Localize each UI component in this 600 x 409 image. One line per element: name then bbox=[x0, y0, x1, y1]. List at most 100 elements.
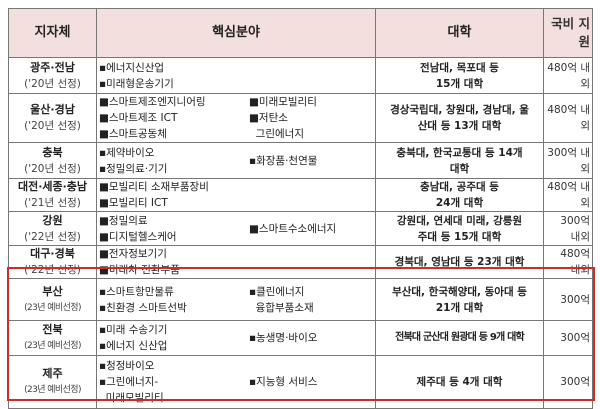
region-name: 강원 bbox=[42, 213, 63, 227]
university-cell: 제주대 등 4개 대학 bbox=[375, 355, 544, 409]
university-line: 경북대, 영남대 등 23개 대학 bbox=[394, 256, 525, 268]
table-row: 울산·경남 ('20년 선정) ■스마트제조엔지니어링 ■스마트제조 ICT ■스마트… bbox=[8, 93, 593, 143]
funding-line: 외 bbox=[580, 162, 590, 175]
core-field-item: ■미래모빌리티 bbox=[249, 96, 317, 108]
core-field-item: ■스마트공동체 bbox=[99, 128, 167, 140]
funding-line: 480억 내 bbox=[547, 104, 590, 116]
core-field-item: ▪지능형 서비스 bbox=[249, 376, 318, 388]
core-field-item: ▪스마트항만물류 bbox=[99, 285, 174, 298]
funding-line: 외 bbox=[580, 120, 590, 132]
core-fields-cell: ■정밀의료 ■디지털헬스케어 ■스마트수소에너지 bbox=[96, 211, 376, 246]
university-cell: 경북대, 영남대 등 23개 대학 bbox=[375, 245, 544, 279]
university-line: 대학 bbox=[449, 162, 470, 175]
table-row: 충북 ('20년 선정) ▪제약바이오 ▪정밀의료·기기 ▪화장품·천연물 충북대, … bbox=[8, 142, 593, 179]
core-field-item: ■미래차 전환부품 bbox=[99, 264, 180, 276]
core-field-item: ▪에너지신산업 bbox=[99, 61, 165, 74]
core-fields-cell: ■스마트제조엔지니어링 ■스마트제조 ICT ■스마트공동체 ■미래모빌리티 ■저탄소 … bbox=[96, 93, 376, 143]
university-line: 주대 등 15개 대학 bbox=[417, 230, 502, 243]
region-name: 대구·경북 bbox=[30, 247, 75, 260]
region-name: 충북 bbox=[42, 145, 63, 159]
core-fields-cell: ▪미래 수송기기 ▪에너지 신산업 ▪농생명·바이오 bbox=[96, 320, 376, 356]
university-line: 전북대 군산대 원광대 등 9개 대학 bbox=[395, 332, 525, 343]
region-cell: 부산 (23년 예비선정) bbox=[8, 278, 97, 321]
selection-year: (23년 예비선정) bbox=[24, 385, 81, 395]
funding-cell: 300억 bbox=[543, 355, 593, 409]
region-cell: 울산·경남 ('20년 선정) bbox=[8, 93, 97, 143]
university-cell: 부산대, 한국해양대, 동아대 등 21개 대학 bbox=[375, 278, 544, 321]
funding-line: 300억 bbox=[560, 376, 590, 388]
university-line: 15개 대학 bbox=[435, 77, 484, 90]
core-field-item: ■스마트제조 ICT bbox=[99, 112, 178, 124]
core-field-item: ■디지털헬스케어 bbox=[99, 230, 177, 243]
funding-cell: 300억 내외 bbox=[543, 211, 593, 246]
core-field-item: ■정밀의료 bbox=[99, 214, 148, 227]
region-name: 광주·전남 bbox=[30, 60, 75, 74]
funding-cell: 300억 bbox=[543, 320, 593, 356]
selection-year: ('22년 선정) bbox=[24, 230, 81, 243]
core-field-item: ▪친환경 스마트선박 bbox=[99, 301, 187, 314]
core-field-item: ■저탄소 bbox=[249, 112, 288, 124]
core-field-item: ■스마트수소에너지 bbox=[249, 222, 337, 235]
header-core: 핵심분야 bbox=[96, 8, 376, 58]
core-field-item: ▪그린에너지- bbox=[99, 376, 159, 388]
core-field-item: ■전자정보기기 bbox=[99, 248, 167, 260]
university-line: 24개 대학 bbox=[435, 197, 484, 209]
region-cell: 광주·전남 ('20년 선정) bbox=[8, 57, 97, 94]
table-row: 전북 (23년 예비선정) ▪미래 수송기기 ▪에너지 신산업 ▪농생명·바이오 전북… bbox=[8, 320, 593, 356]
core-fields-cell: ▪에너지신산업 ▪미래형운송기기 bbox=[96, 57, 376, 94]
core-field-item: ▪에너지 신산업 bbox=[99, 340, 168, 352]
selection-year: (23년 예비선정) bbox=[24, 341, 81, 351]
funding-line: 480억 내 bbox=[547, 181, 590, 193]
university-line: 강원대, 연세대 미래, 강릉원 bbox=[396, 214, 523, 227]
region-cell: 대구·경북 ('22년 선정) bbox=[8, 245, 97, 279]
funding-line: 외 bbox=[580, 197, 590, 209]
region-cell: 강원 ('22년 선정) bbox=[8, 211, 97, 246]
region-cell: 제주 (23년 예비선정) bbox=[8, 355, 97, 409]
core-field-item: 그린에너지 bbox=[249, 128, 304, 140]
table-row: 대구·경북 ('22년 선정) ■전자정보기기 ■미래차 전환부품 경북대, 영남대… bbox=[8, 245, 593, 279]
region-cell: 대전·세종·충남 ('21년 선정) bbox=[8, 178, 97, 212]
university-line: 21개 대학 bbox=[435, 301, 484, 314]
funding-cell: 300억 bbox=[543, 278, 593, 321]
university-line: 경상국립대, 창원대, 경남대, 울 bbox=[390, 104, 529, 116]
university-line: 산대 등 13개 대학 bbox=[417, 120, 502, 132]
core-fields-cell: ▪청정바이오 ▪그린에너지- 미래모빌리티 ▪지능형 서비스 bbox=[96, 355, 376, 409]
selection-year: (23년 예비선정) bbox=[24, 302, 81, 313]
region-name: 전북 bbox=[42, 323, 63, 336]
core-field-item: ▪제약바이오 bbox=[99, 146, 155, 159]
funding-line: 300억 bbox=[560, 293, 590, 306]
core-field-item: ▪화장품·천연물 bbox=[249, 154, 318, 167]
university-line: 부산대, 한국해양대, 동아대 등 bbox=[392, 285, 527, 298]
funding-line: 300억 bbox=[560, 332, 590, 344]
funding-line: 300억 bbox=[560, 214, 590, 227]
selection-year: ('22년 선정) bbox=[24, 264, 81, 276]
region-name: 제주 bbox=[42, 367, 63, 380]
funding-line: 내외 bbox=[570, 264, 590, 276]
core-field-item: ▪미래 수송기기 bbox=[99, 324, 168, 336]
core-field-item: ▪클린에너지 bbox=[249, 285, 305, 298]
selection-year: ('20년 선정) bbox=[24, 162, 81, 175]
table-row: 대전·세종·충남 ('21년 선정) ■모빌리티 소재부품장비 ■모빌리티 ICT … bbox=[8, 178, 593, 212]
region-cell: 충북 ('20년 선정) bbox=[8, 142, 97, 179]
core-field-item: ■모빌리티 ICT bbox=[99, 197, 168, 209]
table-row: 부산 (23년 예비선정) ▪스마트항만물류 ▪친환경 스마트선박 ▪클린에너지 융합… bbox=[8, 278, 593, 321]
core-field-item: 융합부품소재 bbox=[249, 301, 314, 314]
header-funding-line: 국비 지 bbox=[551, 16, 590, 31]
core-fields-cell: ■전자정보기기 ■미래차 전환부품 bbox=[96, 245, 376, 279]
university-line: 전남대, 목포대 등 bbox=[420, 61, 499, 74]
core-fields-cell: ■모빌리티 소재부품장비 ■모빌리티 ICT bbox=[96, 178, 376, 212]
funding-line: 외 bbox=[580, 77, 590, 90]
university-line: 충남대, 공주대 등 bbox=[420, 181, 499, 193]
core-field-item: ▪청정바이오 bbox=[99, 360, 155, 372]
region-name: 부산 bbox=[42, 284, 63, 298]
core-field-item: ■모빌리티 소재부품장비 bbox=[99, 181, 209, 193]
core-field-item: ▪미래형운송기기 bbox=[99, 77, 174, 90]
funding-line: 480억 bbox=[560, 248, 590, 260]
